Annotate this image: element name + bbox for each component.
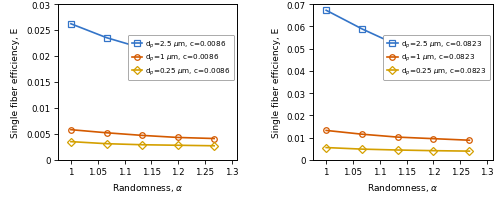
d$_p$=1 $\mu$m, c=0.0823 [430, 138, 436, 140]
d$_p$=1 $\mu$m, c=0.0086 [175, 137, 181, 139]
d$_p$=0.25 $\mu$m, c=0.0086 [175, 144, 181, 147]
d$_p$=1 $\mu$m, c=0.0823 [359, 133, 365, 136]
d$_p$=2.5 $\mu$m, c=0.0823 [359, 29, 365, 31]
Legend: d$_p$=2.5 $\mu$m, c=0.0086, d$_p$=1 $\mu$m, c=0.0086, d$_p$=0.25 $\mu$m, c=0.008: d$_p$=2.5 $\mu$m, c=0.0086, d$_p$=1 $\mu… [128, 36, 234, 81]
d$_p$=1 $\mu$m, c=0.0086 [68, 129, 74, 131]
X-axis label: Randomness, $\alpha$: Randomness, $\alpha$ [367, 181, 438, 193]
Y-axis label: Single fiber efficiency, E: Single fiber efficiency, E [12, 28, 20, 137]
d$_p$=2.5 $\mu$m, c=0.0823 [466, 67, 472, 69]
d$_p$=2.5 $\mu$m, c=0.0823 [430, 57, 436, 60]
d$_p$=0.25 $\mu$m, c=0.0086 [140, 144, 145, 146]
d$_p$=2.5 $\mu$m, c=0.0823 [323, 10, 329, 12]
Line: d$_p$=2.5 $\mu$m, c=0.0823: d$_p$=2.5 $\mu$m, c=0.0823 [324, 8, 472, 71]
Line: d$_p$=2.5 $\mu$m, c=0.0086: d$_p$=2.5 $\mu$m, c=0.0086 [68, 22, 217, 68]
d$_p$=1 $\mu$m, c=0.0086 [140, 135, 145, 137]
d$_p$=2.5 $\mu$m, c=0.0086 [104, 37, 110, 40]
d$_p$=1 $\mu$m, c=0.0823 [323, 130, 329, 132]
d$_p$=1 $\mu$m, c=0.0823 [394, 136, 400, 139]
d$_p$=0.25 $\mu$m, c=0.0823 [323, 147, 329, 149]
d$_p$=2.5 $\mu$m, c=0.0823 [394, 45, 400, 47]
d$_p$=2.5 $\mu$m, c=0.0086 [211, 64, 217, 66]
d$_p$=0.25 $\mu$m, c=0.0823 [394, 149, 400, 151]
d$_p$=0.25 $\mu$m, c=0.0823 [430, 150, 436, 152]
Line: d$_p$=0.25 $\mu$m, c=0.0823: d$_p$=0.25 $\mu$m, c=0.0823 [324, 145, 472, 154]
d$_p$=0.25 $\mu$m, c=0.0823 [359, 148, 365, 151]
d$_p$=0.25 $\mu$m, c=0.0823 [466, 150, 472, 153]
d$_p$=0.25 $\mu$m, c=0.0086 [104, 143, 110, 145]
d$_p$=1 $\mu$m, c=0.0823 [466, 139, 472, 142]
d$_p$=2.5 $\mu$m, c=0.0086 [68, 23, 74, 26]
Line: d$_p$=1 $\mu$m, c=0.0823: d$_p$=1 $\mu$m, c=0.0823 [324, 128, 472, 143]
d$_p$=1 $\mu$m, c=0.0086 [104, 132, 110, 134]
X-axis label: Randomness, $\alpha$: Randomness, $\alpha$ [112, 181, 183, 193]
d$_p$=0.25 $\mu$m, c=0.0086 [211, 145, 217, 147]
d$_p$=1 $\mu$m, c=0.0086 [211, 138, 217, 140]
Y-axis label: Single fiber efficiency, E: Single fiber efficiency, E [272, 28, 281, 137]
d$_p$=2.5 $\mu$m, c=0.0086 [140, 48, 145, 50]
d$_p$=0.25 $\mu$m, c=0.0086 [68, 141, 74, 143]
d$_p$=2.5 $\mu$m, c=0.0086 [175, 55, 181, 58]
Line: d$_p$=0.25 $\mu$m, c=0.0086: d$_p$=0.25 $\mu$m, c=0.0086 [68, 139, 217, 149]
Line: d$_p$=1 $\mu$m, c=0.0086: d$_p$=1 $\mu$m, c=0.0086 [68, 127, 217, 142]
Legend: d$_p$=2.5 $\mu$m, c=0.0823, d$_p$=1 $\mu$m, c=0.0823, d$_p$=0.25 $\mu$m, c=0.082: d$_p$=2.5 $\mu$m, c=0.0823, d$_p$=1 $\mu… [384, 36, 490, 81]
